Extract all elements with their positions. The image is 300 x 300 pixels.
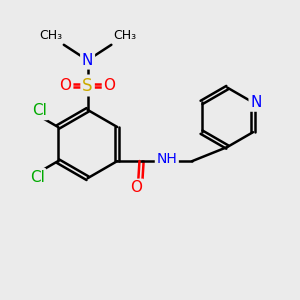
- Text: O: O: [60, 78, 72, 93]
- Text: N: N: [250, 95, 262, 110]
- Text: N: N: [82, 53, 93, 68]
- Text: CH₃: CH₃: [113, 29, 136, 42]
- Text: NH: NH: [156, 152, 177, 166]
- Text: Cl: Cl: [32, 103, 47, 118]
- Text: S: S: [82, 76, 93, 94]
- Text: O: O: [130, 180, 142, 195]
- Text: Cl: Cl: [30, 170, 44, 185]
- Text: CH₃: CH₃: [39, 29, 62, 42]
- Text: O: O: [103, 78, 116, 93]
